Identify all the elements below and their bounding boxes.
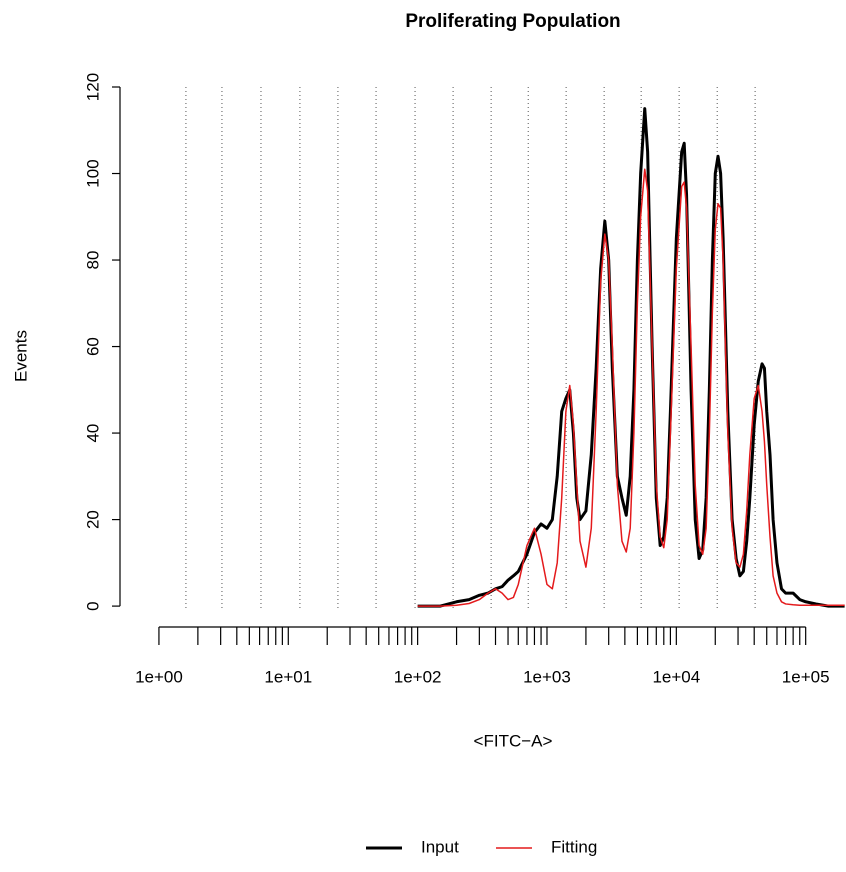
data-line [417,168,845,607]
x-tick-label: 1e+05 [782,667,830,686]
chart-title: Proliferating Population [405,11,620,32]
y-tick-label: 120 [83,73,102,101]
y-tick-label: 40 [83,424,102,443]
x-tick-label: 1e+03 [523,667,571,686]
legend-label: Input [421,837,459,856]
y-tick-label: 0 [83,601,102,610]
data-line [417,107,845,608]
y-tick-label: 20 [83,510,102,529]
x-axis-label: <FITC−A> [474,731,553,750]
x-tick-label: 1e+00 [135,667,183,686]
plot-area [185,87,845,609]
x-tick-label: 1e+02 [394,667,442,686]
y-tick-label: 80 [83,251,102,270]
y-tick-label: 100 [83,159,102,187]
y-axis-label: Events [11,330,30,382]
legend-label: Fitting [551,837,597,856]
x-tick-label: 1e+01 [264,667,312,686]
x-tick-label: 1e+04 [652,667,700,686]
y-tick-label: 60 [83,337,102,356]
